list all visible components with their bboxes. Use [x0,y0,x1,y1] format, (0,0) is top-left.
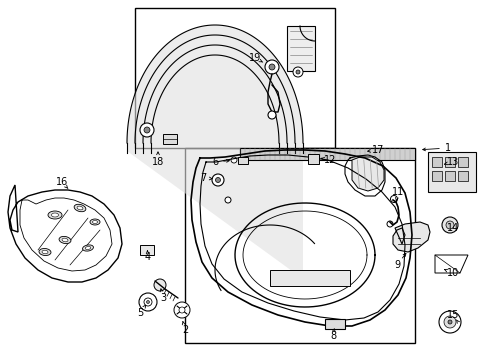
Ellipse shape [92,220,97,224]
Ellipse shape [85,247,91,249]
Bar [457,157,467,167]
Text: 11: 11 [391,187,403,197]
Circle shape [386,221,392,227]
Ellipse shape [77,206,83,210]
Circle shape [445,221,453,229]
Circle shape [292,67,303,77]
Text: 17: 17 [371,145,384,155]
Circle shape [139,293,157,311]
Text: 8: 8 [329,331,335,341]
Bar [457,171,467,181]
Bar [307,154,318,164]
Text: 2: 2 [182,325,188,335]
Bar [444,171,454,181]
Circle shape [443,316,455,328]
Bar [163,134,177,144]
Bar [184,148,414,343]
Circle shape [438,311,460,333]
Ellipse shape [82,245,93,251]
Bar [286,26,314,71]
Circle shape [174,302,190,318]
Ellipse shape [48,211,62,219]
Circle shape [224,197,230,203]
Circle shape [295,70,299,74]
Circle shape [267,111,275,119]
Text: 4: 4 [144,252,151,262]
Text: 18: 18 [152,157,164,167]
Bar [431,171,441,181]
Circle shape [212,174,224,186]
Bar [427,152,475,192]
Text: 15: 15 [446,310,458,320]
Circle shape [179,307,184,313]
Circle shape [154,279,165,291]
Text: 10: 10 [446,268,458,278]
Bar [238,157,247,164]
Polygon shape [434,255,467,273]
Text: 12: 12 [323,155,336,165]
Circle shape [268,64,274,70]
Ellipse shape [90,219,100,225]
Circle shape [215,177,220,183]
Text: 5: 5 [137,308,143,318]
Text: 9: 9 [393,260,399,270]
Text: 1: 1 [444,143,450,153]
Text: 13: 13 [446,157,458,167]
Ellipse shape [74,204,86,212]
Bar [269,270,349,286]
Circle shape [230,157,237,163]
Text: 6: 6 [211,157,218,167]
Text: 19: 19 [248,53,261,63]
Bar [140,245,154,255]
Polygon shape [392,222,429,252]
Text: 3: 3 [160,293,166,303]
Ellipse shape [42,250,48,254]
Circle shape [143,127,150,133]
Bar [240,148,414,160]
Ellipse shape [39,248,51,256]
Circle shape [264,60,279,74]
Polygon shape [351,157,383,191]
Bar [325,319,345,329]
Circle shape [390,195,397,202]
Bar [431,157,441,167]
Circle shape [143,298,152,306]
Text: 16: 16 [56,177,68,187]
Ellipse shape [51,213,59,217]
Circle shape [146,301,149,303]
Ellipse shape [59,237,71,244]
Bar [444,157,454,167]
Ellipse shape [62,238,68,242]
Text: 7: 7 [200,173,206,183]
Bar [135,8,334,148]
Text: 14: 14 [446,223,458,233]
Circle shape [140,123,154,137]
Polygon shape [8,185,122,282]
Circle shape [441,217,457,233]
Circle shape [447,320,451,324]
